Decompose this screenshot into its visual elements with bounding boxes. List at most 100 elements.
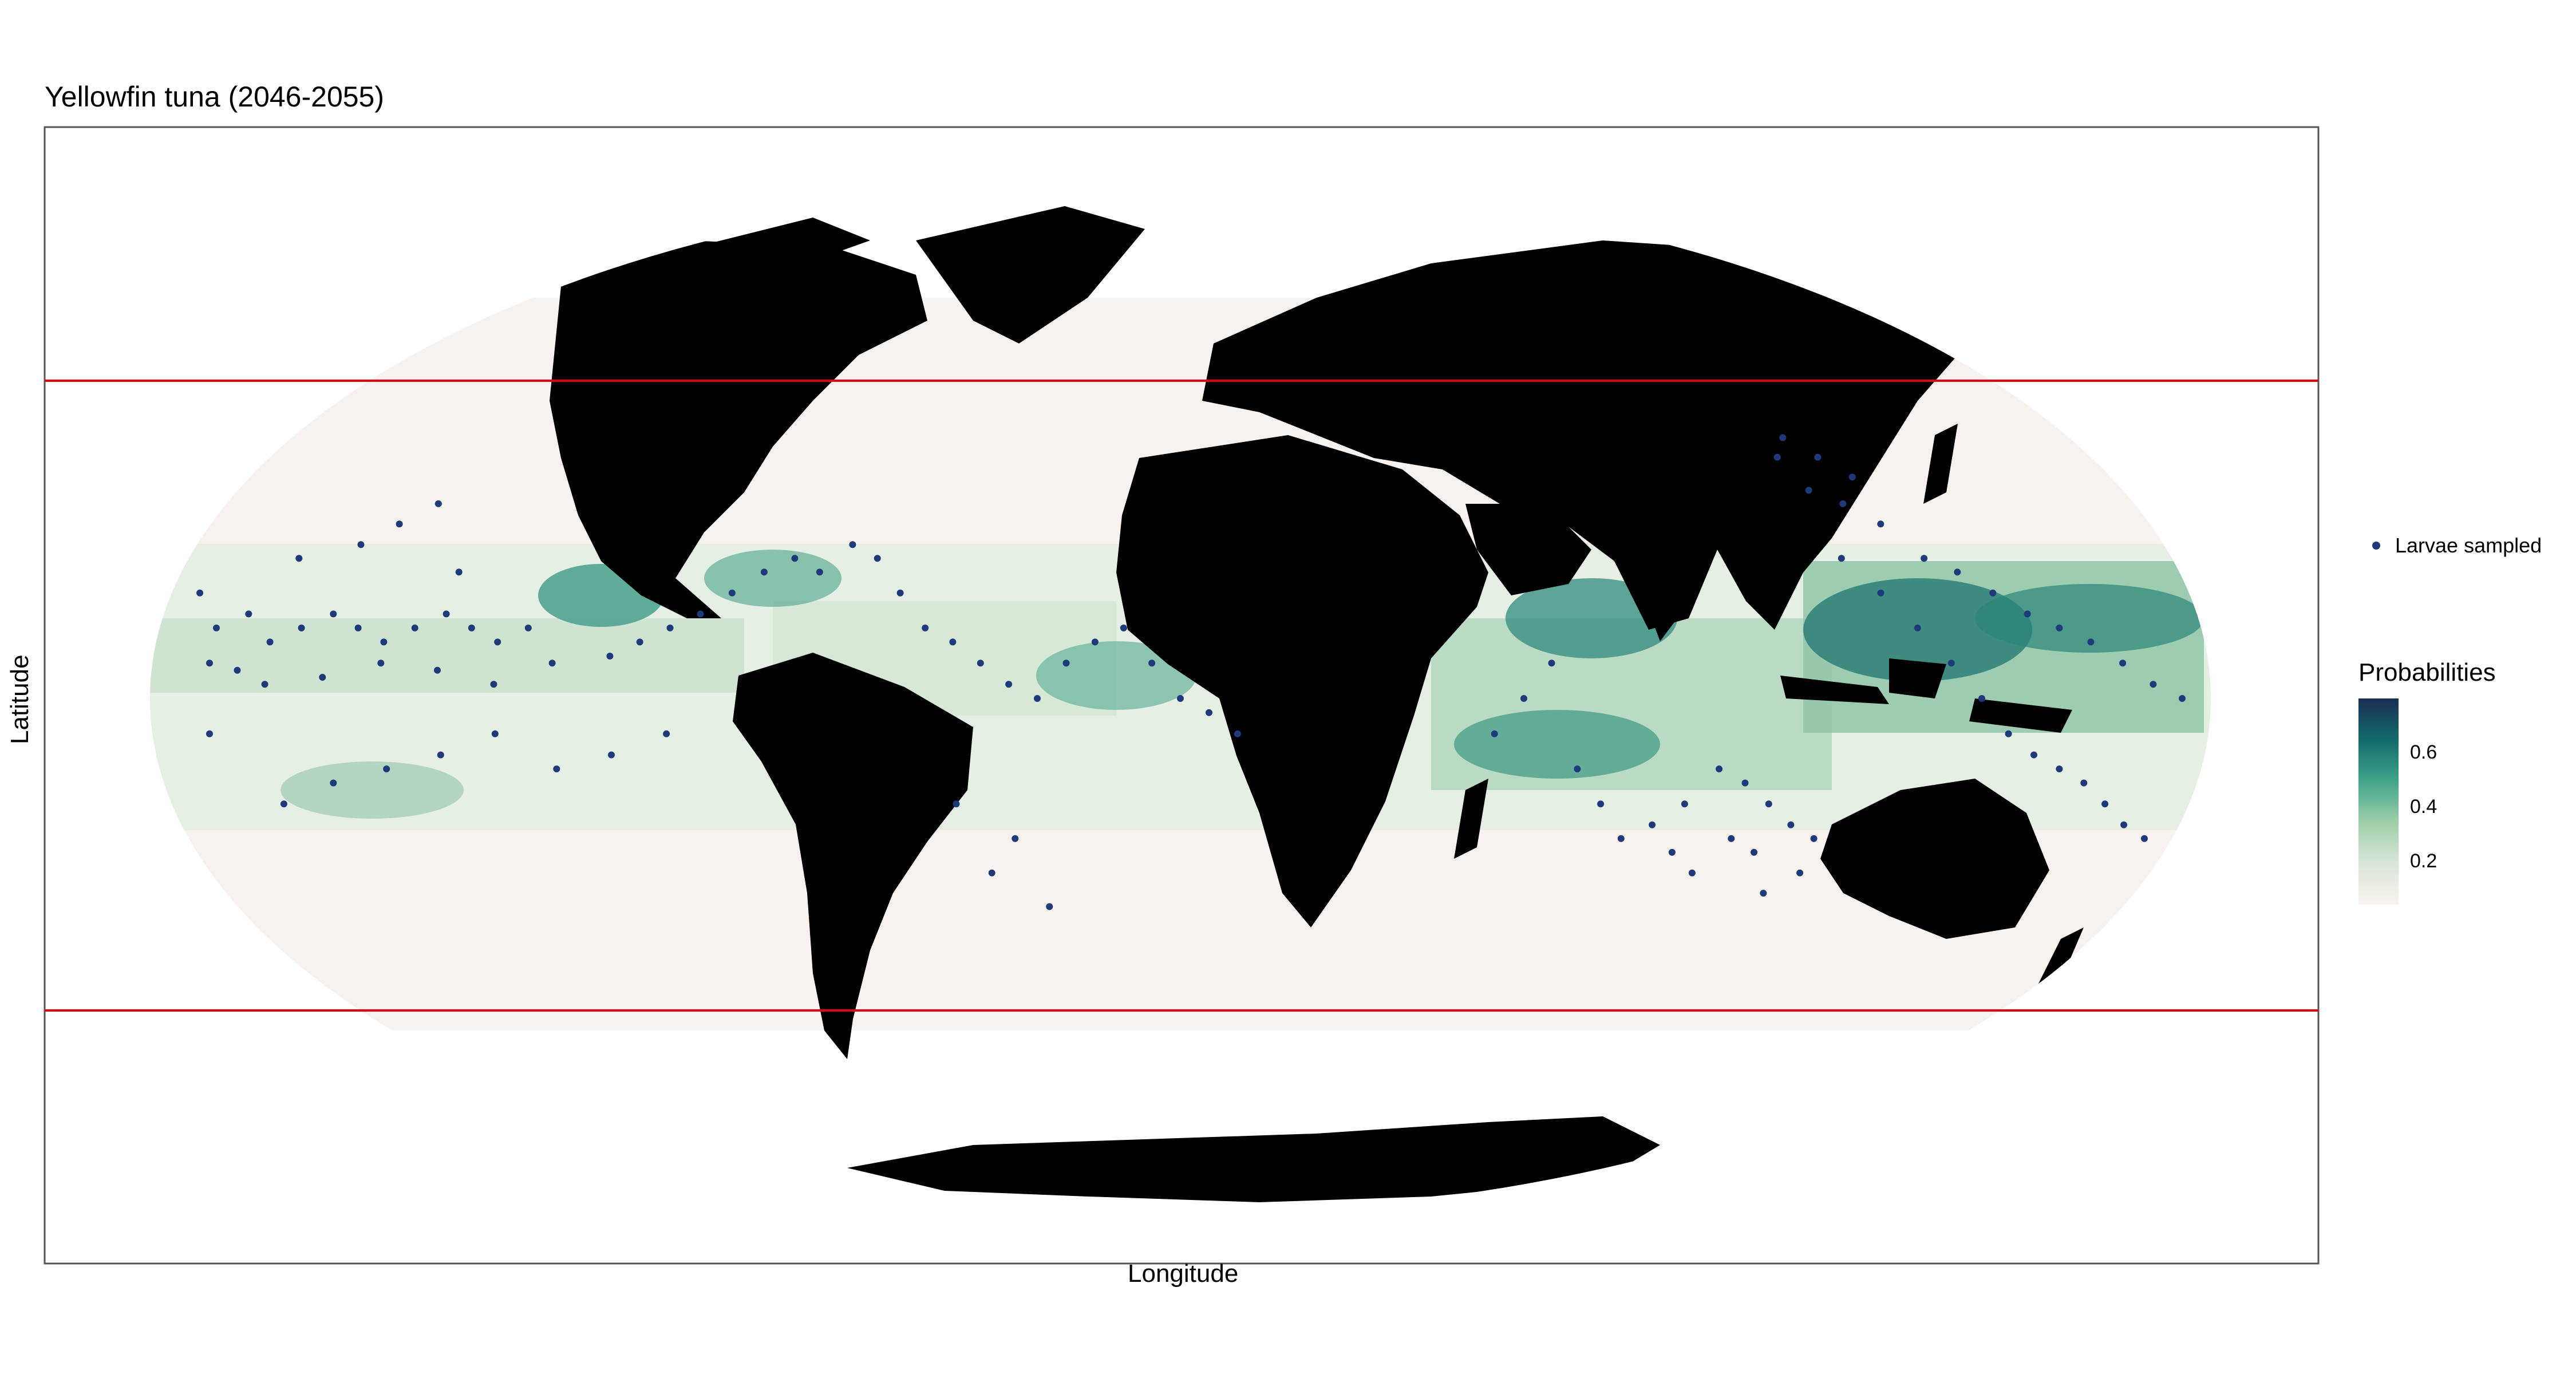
y-axis-label: Latitude xyxy=(6,654,34,744)
larvae-point xyxy=(1668,848,1676,856)
larvae-point xyxy=(1491,730,1498,737)
larvae-point xyxy=(663,730,670,737)
larvae-point xyxy=(2120,821,2128,828)
larvae-point xyxy=(791,555,799,562)
high-prob-patch-indian xyxy=(1454,710,1660,779)
larvae-point xyxy=(1947,660,1955,667)
larvae-point xyxy=(1062,660,1070,667)
larvae-point xyxy=(280,800,287,808)
land-north-america xyxy=(550,240,927,618)
high-prob-patch-south-pac xyxy=(280,761,464,819)
larvae-point xyxy=(1805,487,1812,494)
larvae-point xyxy=(234,666,241,674)
colorbar-tick xyxy=(2399,753,2404,754)
larvae-point xyxy=(2056,624,2063,631)
larvae-point xyxy=(396,520,403,528)
larvae-point xyxy=(1091,638,1099,646)
larvae-point xyxy=(1649,821,1656,828)
larvae-point xyxy=(1012,835,1019,842)
high-prob-patch-caribbean xyxy=(704,550,841,607)
larvae-point xyxy=(330,610,337,618)
larvae-point xyxy=(206,730,213,737)
larvae-point xyxy=(922,624,929,631)
larvae-point xyxy=(1046,903,1053,910)
larvae-point xyxy=(354,624,362,631)
larvae-point xyxy=(383,765,390,773)
larvae-point xyxy=(1206,709,1212,716)
colorbar xyxy=(2358,698,2399,905)
larvae-point xyxy=(1779,434,1787,441)
larvae-point xyxy=(977,660,984,667)
larvae-point xyxy=(1765,800,1772,808)
larvae-point xyxy=(1978,695,1985,702)
colorbar-tick-label: 0.4 xyxy=(2410,796,2437,818)
larvae-point xyxy=(2119,660,2127,667)
land-masses xyxy=(550,206,2084,1202)
equatorial-band-pacific-east xyxy=(150,618,744,693)
larvae-point xyxy=(1796,869,1804,876)
larvae-point xyxy=(728,589,736,597)
larvae-point xyxy=(1148,660,1156,667)
larvae-point xyxy=(1120,624,1127,631)
larvae-marker-icon xyxy=(2372,542,2380,550)
larvae-point xyxy=(2005,730,2012,737)
larvae-point xyxy=(1034,695,1041,702)
land-south-america xyxy=(733,653,973,1059)
larvae-point xyxy=(949,638,957,646)
larvae-point xyxy=(548,660,556,667)
larvae-point xyxy=(1574,765,1581,773)
larvae-point xyxy=(494,638,501,646)
colorbar-tick-label: 0.6 xyxy=(2410,741,2437,763)
colorbar-tick-label: 0.2 xyxy=(2410,850,2437,872)
larvae-point xyxy=(1716,765,1723,773)
larvae-point xyxy=(1914,624,1921,631)
high-prob-patch-tropical-west-pac xyxy=(1975,584,2204,653)
larvae-point xyxy=(245,610,252,618)
larvae-point xyxy=(697,610,704,618)
legend-probabilities: Probabilities 0.6 0.4 0.2 xyxy=(2358,658,2553,922)
larvae-point xyxy=(1005,681,1013,688)
larvae-point xyxy=(874,555,881,562)
larvae-point xyxy=(2179,695,2186,702)
larvae-point xyxy=(490,681,497,688)
larvae-point xyxy=(1773,453,1781,461)
land-india xyxy=(1626,538,1706,641)
larvae-point xyxy=(760,568,768,576)
larvae-point xyxy=(1520,695,1527,702)
land-arctic-islands xyxy=(675,218,870,269)
larvae-point xyxy=(2101,800,2109,808)
larvae-point xyxy=(213,624,220,631)
larvae-point xyxy=(666,624,674,631)
larvae-point xyxy=(434,500,442,507)
larvae-point xyxy=(437,751,444,759)
larvae-point xyxy=(319,674,326,681)
larvae-point xyxy=(1177,695,1184,702)
larvae-point xyxy=(1921,555,1928,562)
land-africa xyxy=(1116,435,1488,927)
land-australia xyxy=(1820,779,2049,939)
larvae-point xyxy=(1234,730,1241,737)
larvae-point xyxy=(1810,835,1818,842)
colorbar-tick xyxy=(2399,807,2404,808)
land-arabia xyxy=(1465,504,1591,595)
high-prob-patch-gulf-guinea xyxy=(1036,641,1196,710)
larvae-point xyxy=(636,638,643,646)
larvae-point xyxy=(377,660,385,667)
larvae-point xyxy=(298,624,305,631)
larvae-point xyxy=(1681,800,1688,808)
larvae-point xyxy=(2150,681,2157,688)
larvae-point xyxy=(1548,660,1555,667)
larvae-point xyxy=(434,666,441,674)
larvae-point xyxy=(953,800,960,808)
larvae-point xyxy=(896,589,904,597)
larvae-point xyxy=(1989,589,1997,597)
legend-larvae: Larvae sampled xyxy=(2364,532,2570,561)
larvae-point xyxy=(442,610,450,618)
larvae-point xyxy=(1877,520,1884,528)
larvae-point xyxy=(380,638,388,646)
larvae-point xyxy=(1751,848,1758,856)
larvae-point xyxy=(849,541,856,548)
larvae-point xyxy=(2030,751,2037,759)
land-antarctica xyxy=(847,1116,1660,1202)
